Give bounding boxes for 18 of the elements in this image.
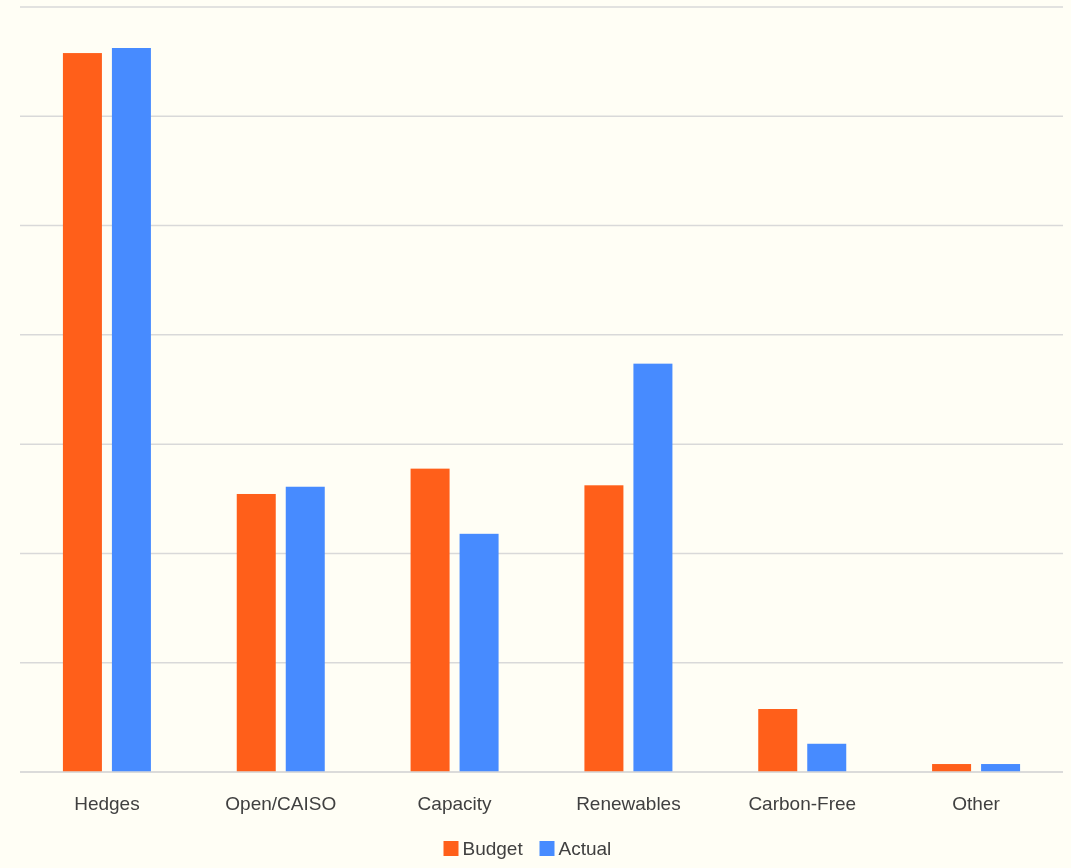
x-tick-label: Hedges	[74, 793, 140, 814]
bar	[111, 48, 151, 772]
x-tick-label: Capacity	[417, 793, 493, 814]
legend-label: Budget	[462, 838, 524, 859]
bar	[633, 363, 673, 772]
bar	[459, 533, 499, 772]
bar	[584, 485, 624, 772]
bar	[62, 53, 102, 772]
legend-label: Actual	[558, 838, 612, 859]
x-tick-label: Renewables	[576, 793, 681, 814]
bar	[807, 743, 847, 772]
x-tick-label: Other	[952, 793, 1001, 814]
bar	[236, 493, 276, 772]
bar	[758, 709, 798, 772]
x-tick-label: Open/CAISO	[225, 793, 337, 814]
bar	[410, 468, 450, 772]
bar	[285, 486, 325, 772]
x-tick-label: Carbon-Free	[748, 793, 857, 814]
